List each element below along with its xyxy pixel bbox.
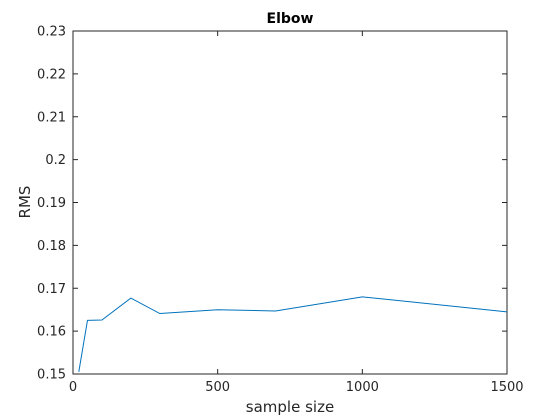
x-axis-label: sample size (246, 398, 334, 416)
series-line (78, 296, 508, 372)
plot-area (72, 30, 508, 375)
y-tick-label: 0.21 (37, 110, 66, 125)
y-tick-label: 0.23 (37, 25, 66, 40)
y-tick-label: 0.2 (45, 153, 66, 168)
y-tick-label: 0.17 (37, 282, 66, 297)
x-tick-label: 0 (69, 380, 77, 395)
y-tick-label: 0.15 (37, 368, 66, 383)
y-tick-label: 0.16 (37, 325, 66, 340)
y-axis-label: RMS (16, 186, 34, 219)
x-tick-label: 1000 (346, 380, 379, 395)
y-tick-label: 0.22 (37, 67, 66, 82)
tick-labels: 0 500 1000 1500 0.15 0.16 0.17 0.18 0.19 0.2 0.21 0… (37, 25, 524, 396)
series-layer (78, 296, 508, 372)
y-tick-label: 0.19 (37, 196, 66, 211)
chart-title: Elbow (267, 11, 314, 27)
y-tick-label: 0.18 (37, 239, 66, 254)
x-tick-label: 1500 (490, 380, 523, 395)
x-tick-label: 500 (205, 380, 230, 395)
axis-ticks (72, 30, 508, 375)
